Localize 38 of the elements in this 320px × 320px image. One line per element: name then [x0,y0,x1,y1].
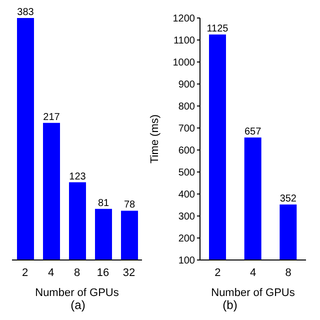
y-tick-label: 800 [178,102,196,113]
y-tick-label: 700 [178,124,196,135]
bar [69,182,86,260]
x-tick-label: 4 [250,266,256,279]
text: (a) [70,298,86,312]
x-axis-title: Number of GPUs [35,287,120,299]
data-label: 217 [43,112,60,123]
data-label: 383 [17,7,34,18]
y-tick-label: 400 [178,190,196,201]
x-tick-label: 2 [22,266,28,279]
x-tick-label: 8 [74,266,80,279]
data-label: 78 [124,200,136,211]
bar [17,18,34,260]
x-tick-label: 16 [96,266,110,279]
x-tick-label: 4 [48,266,54,279]
data-label: 123 [69,171,86,182]
y-tick-label: 1100 [173,36,196,47]
x-tick-label: 2 [214,266,221,279]
y-tick-label: 500 [178,168,196,179]
data-label: 352 [280,194,297,205]
x-tick-label: 8 [285,266,292,279]
data-label: 657 [244,126,262,138]
data-label: 1125 [206,24,229,34]
y-tick-label: 300 [178,212,196,223]
text: (b) [222,298,238,312]
data-label: 81 [98,198,110,209]
y-tick-label: 600 [178,146,196,157]
y-tick-label: 900 [178,80,196,91]
y-axis-title: Time (ms) [148,114,161,164]
x-axis-title: Number of GPUs [211,287,296,299]
y-tick-label: 1200 [172,14,196,25]
y-tick-label: 200 [178,234,196,245]
y-tick-label: 100 [178,256,196,267]
y-tick-label: 1000 [172,58,196,69]
bar [43,122,60,260]
x-tick-label: 32 [122,266,136,279]
bar [121,210,138,260]
bar [95,208,112,260]
